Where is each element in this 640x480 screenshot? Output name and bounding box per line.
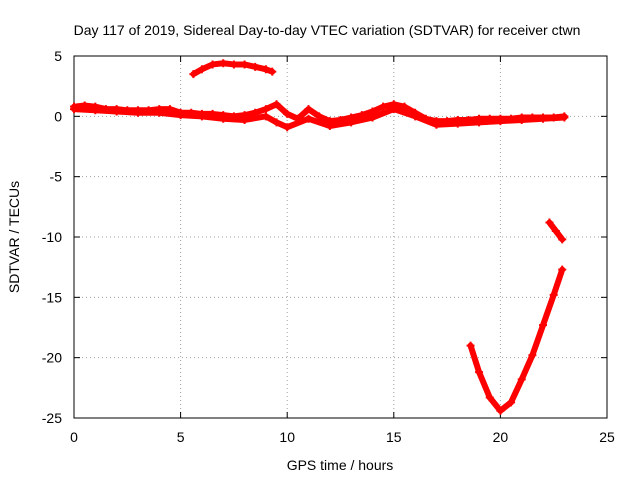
x-tick-label: 25 xyxy=(599,429,615,445)
data-trace xyxy=(284,115,312,131)
y-tick-label: -10 xyxy=(42,229,62,245)
data-trace xyxy=(529,322,547,359)
data-trace xyxy=(390,106,419,120)
y-tick-label: -20 xyxy=(42,350,62,366)
y-tick-label: -15 xyxy=(42,289,62,305)
series-main-band xyxy=(70,100,569,126)
data-point xyxy=(558,235,567,244)
x-axis-tick-labels: 0 5 10 15 20 25 xyxy=(70,429,615,445)
data-trace xyxy=(476,369,493,401)
data-trace xyxy=(467,342,483,376)
series-v-shaped-dip xyxy=(466,265,567,415)
chart-title: Day 117 of 2019, Sidereal Day-to-day VTE… xyxy=(74,22,581,38)
x-tick-label: 10 xyxy=(279,429,295,445)
data-trace xyxy=(552,227,566,243)
x-axis-title: GPS time / hours xyxy=(287,457,394,473)
series-short-tail xyxy=(545,218,567,244)
y-axis-tick-labels: 5 0 -5 -10 -15 -20 -25 xyxy=(42,48,62,426)
series-upper-segment xyxy=(189,59,277,79)
data-trace xyxy=(412,113,440,128)
data-point xyxy=(558,265,567,274)
y-axis-title: SDTVAR / TECUs xyxy=(6,181,22,293)
data-trace xyxy=(550,266,566,298)
data-trace xyxy=(518,352,536,383)
y-tick-label: -25 xyxy=(42,410,62,426)
series-lower-band xyxy=(70,105,569,132)
axis-ticks xyxy=(73,55,608,419)
data-points xyxy=(70,59,569,415)
data-trace xyxy=(508,376,525,406)
data-trace xyxy=(540,291,557,329)
x-tick-label: 5 xyxy=(177,429,185,445)
x-tick-label: 20 xyxy=(493,429,509,445)
data-trace xyxy=(369,106,397,121)
data-trace xyxy=(305,115,333,129)
y-tick-label: 5 xyxy=(54,48,62,64)
data-point xyxy=(560,113,569,122)
x-tick-label: 15 xyxy=(386,429,402,445)
y-tick-label: -5 xyxy=(50,169,63,185)
x-tick-label: 0 xyxy=(70,429,78,445)
data-point xyxy=(268,67,277,76)
y-tick-label: 0 xyxy=(54,108,62,124)
